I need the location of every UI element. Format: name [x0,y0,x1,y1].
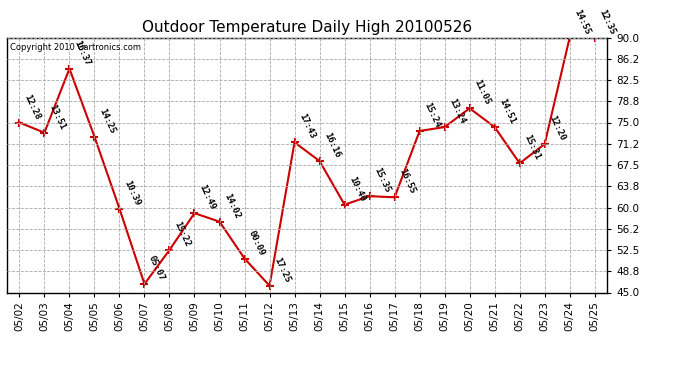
Text: 14:55: 14:55 [572,8,592,36]
Text: 11:05: 11:05 [472,78,492,106]
Text: 13:24: 13:24 [447,97,466,125]
Text: 05:07: 05:07 [147,254,166,282]
Text: 13:51: 13:51 [47,103,66,131]
Text: 16:37: 16:37 [72,39,92,67]
Text: 12:49: 12:49 [197,183,217,211]
Title: Outdoor Temperature Daily High 20100526: Outdoor Temperature Daily High 20100526 [142,20,472,35]
Text: 12:20: 12:20 [547,114,566,142]
Text: 00:09: 00:09 [247,229,266,257]
Text: 15:35: 15:35 [372,166,392,195]
Text: 14:51: 14:51 [497,97,517,125]
Text: 14:02: 14:02 [222,192,242,220]
Text: 15:22: 15:22 [172,220,192,248]
Text: 16:16: 16:16 [322,131,342,159]
Text: 10:39: 10:39 [122,179,141,207]
Text: 12:35: 12:35 [598,8,617,36]
Text: Copyright 2010 Cartronics.com: Copyright 2010 Cartronics.com [10,43,141,52]
Text: 17:25: 17:25 [272,256,292,284]
Text: 15:31: 15:31 [522,134,542,162]
Text: 12:28: 12:28 [22,93,41,121]
Text: 17:43: 17:43 [297,112,317,141]
Text: 14:25: 14:25 [97,107,117,135]
Text: 16:55: 16:55 [397,168,417,196]
Text: 15:24: 15:24 [422,101,442,129]
Text: 10:40: 10:40 [347,175,366,203]
